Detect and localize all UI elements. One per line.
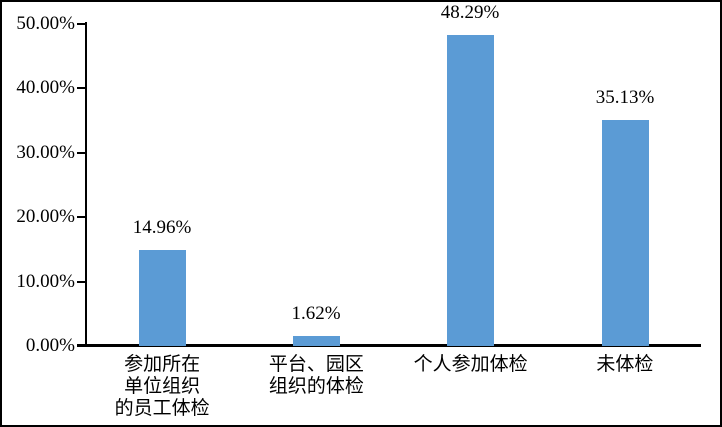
- y-axis-tick-mark: [77, 23, 85, 25]
- y-axis-tick-mark: [77, 151, 85, 154]
- category-label: 平台、园区 组织的体检: [268, 354, 364, 397]
- plot-area: 14.96% 1.62% 48.29% 35.13%: [85, 2, 702, 346]
- y-axis-tick-label: 0.00%: [25, 335, 75, 356]
- bar-value-label: 14.96%: [132, 216, 192, 238]
- bar: [446, 35, 494, 346]
- bar: [601, 119, 649, 346]
- x-axis-labels: 参加所在 单位组织 的员工体检 平台、园区 组织的体检 个人参加体检 未体检: [85, 354, 702, 420]
- y-axis-line: [85, 22, 87, 346]
- category-label: 未体检: [596, 354, 654, 375]
- y-axis-tick-mark: [77, 280, 85, 283]
- category-label: 个人参加体检: [413, 354, 528, 375]
- bar-value-label: 48.29%: [440, 2, 500, 23]
- category-label: 参加所在 单位组织 的员工体检: [114, 354, 210, 419]
- y-axis-tick-label: 20.00%: [16, 206, 75, 228]
- bar: [292, 335, 340, 346]
- y-axis-tick-label: 50.00%: [16, 13, 75, 34]
- bar-group-platform-checkup: 1.62%: [239, 24, 393, 346]
- y-axis-tick-mark: [77, 87, 85, 90]
- y-axis-tick-label: 40.00%: [16, 77, 75, 99]
- y-axis-tick-label: 10.00%: [16, 270, 75, 292]
- bar-group-no-checkup: 35.13%: [548, 24, 702, 346]
- x-axis-line: [77, 344, 701, 347]
- y-axis-tick-mark: [77, 345, 85, 347]
- y-axis-tick-mark: [77, 216, 85, 219]
- bar-value-label: 35.13%: [595, 86, 655, 108]
- bar: [138, 249, 186, 346]
- y-axis-tick-label: 30.00%: [16, 141, 75, 163]
- bar-group-personal-checkup: 48.29%: [393, 2, 547, 346]
- bar-value-label: 1.62%: [291, 302, 341, 324]
- bar-group-unit-checkup: 14.96%: [85, 24, 239, 346]
